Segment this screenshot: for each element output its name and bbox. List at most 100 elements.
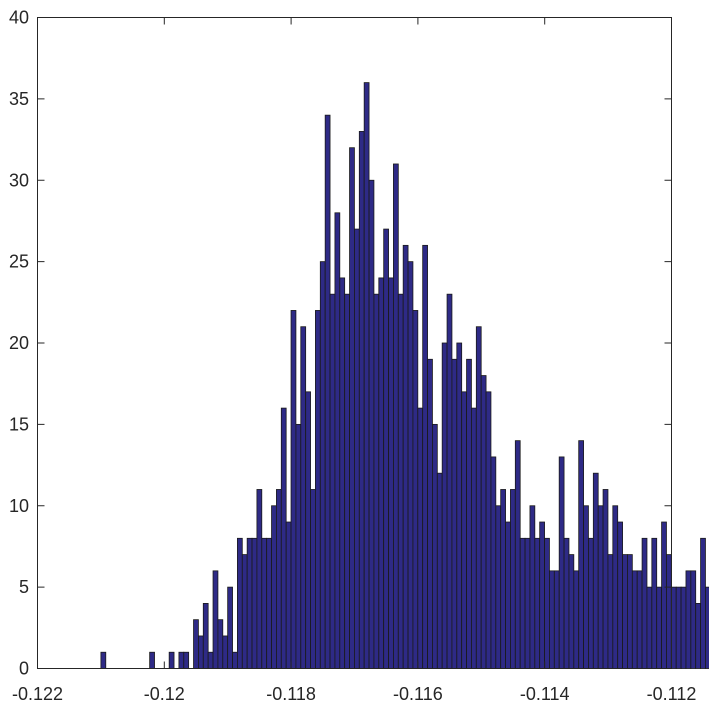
histogram-bar — [232, 651, 238, 669]
histogram-bar — [237, 537, 243, 669]
histogram-bar — [549, 570, 555, 669]
histogram-bar — [480, 375, 487, 669]
histogram-bar — [373, 293, 380, 669]
y-tick-label: 40 — [9, 8, 29, 28]
histogram-bar — [315, 310, 321, 669]
histogram-bar — [207, 651, 214, 669]
histogram-bar — [402, 244, 409, 669]
histogram-bar — [441, 342, 448, 669]
histogram-bar — [290, 310, 297, 669]
histogram-bar — [285, 521, 292, 669]
histogram-bar — [349, 147, 355, 669]
histogram-bar — [319, 261, 326, 669]
histogram-bar — [505, 521, 511, 669]
histogram-bar — [217, 619, 224, 669]
histogram-bar — [256, 489, 263, 669]
histogram-bar — [358, 131, 365, 669]
y-tick-label: 35 — [9, 89, 29, 109]
histogram-bar — [198, 635, 204, 669]
histogram-bar — [456, 342, 463, 669]
histogram-bar — [563, 537, 570, 669]
histogram-bar — [422, 244, 428, 669]
histogram-bar — [670, 586, 677, 669]
histogram-bar — [514, 440, 521, 669]
histogram-bar — [666, 554, 672, 669]
histogram-bar — [334, 212, 341, 669]
histogram-bar — [100, 651, 107, 669]
histogram-bar — [558, 456, 565, 669]
histogram-bar — [339, 277, 346, 669]
histogram-bar — [529, 505, 536, 669]
histogram-bar — [573, 570, 580, 669]
x-tick-label: -0.118 — [266, 684, 316, 704]
histogram-bar — [485, 391, 492, 669]
histogram-bar — [222, 635, 229, 669]
x-tick-label: -0.114 — [520, 684, 570, 704]
histogram-bar — [412, 310, 419, 669]
histogram-bar — [212, 570, 219, 669]
x-tick-label: -0.122 — [12, 684, 63, 704]
histogram-bar — [388, 277, 394, 669]
histogram-bar — [578, 440, 584, 669]
histogram-bar — [451, 358, 458, 669]
histogram-bar — [246, 537, 253, 669]
histogram-bar — [466, 358, 472, 669]
histogram-bar — [588, 537, 594, 669]
histogram-bar — [383, 228, 389, 669]
histogram-bar — [149, 651, 155, 669]
histogram-bar — [251, 537, 258, 669]
histogram-bar — [183, 651, 190, 669]
histogram-bars — [100, 82, 709, 669]
histogram-bar — [641, 537, 648, 669]
histogram-bar — [241, 554, 248, 669]
histogram-bar — [500, 489, 506, 669]
histogram-bar — [524, 537, 531, 669]
histogram-bar — [393, 163, 399, 669]
histogram-bar — [495, 505, 502, 669]
y-tick-label: 25 — [9, 252, 29, 272]
histogram-bar — [471, 407, 477, 669]
x-axis: -0.122 -0.12 -0.118 -0.116 -0.114 -0.112 — [12, 17, 696, 704]
histogram-bar — [305, 391, 311, 669]
histogram-bar — [461, 391, 467, 669]
histogram-bar — [300, 326, 307, 669]
histogram-bar — [271, 505, 277, 669]
histogram-bar — [266, 537, 272, 669]
histogram-bar — [705, 586, 709, 669]
histogram-bar — [490, 456, 497, 669]
histogram-bar — [622, 554, 628, 669]
y-axis: 0 5 10 15 20 25 30 35 40 — [9, 8, 672, 679]
histogram-bar — [378, 277, 385, 669]
histogram-bar — [631, 570, 638, 669]
histogram-bar — [427, 358, 433, 669]
histogram-bar — [310, 489, 316, 669]
histogram-bar — [432, 423, 438, 669]
histogram-bar — [685, 570, 692, 669]
histogram-bar — [324, 114, 331, 669]
histogram-bar — [607, 554, 614, 669]
histogram-bar — [276, 489, 282, 669]
histogram-bar — [436, 472, 443, 669]
histogram-bar — [280, 407, 287, 669]
histogram-bar — [612, 505, 619, 669]
histogram-bar — [539, 521, 545, 669]
histogram-bar — [675, 586, 682, 669]
histogram-bar — [651, 537, 658, 669]
histogram-bar — [695, 603, 701, 669]
histogram-bar — [446, 293, 453, 669]
histogram-bar — [475, 326, 482, 669]
x-tick-label: -0.12 — [144, 684, 185, 704]
histogram-bar — [295, 423, 302, 669]
histogram-bar — [261, 537, 268, 669]
histogram-bar — [627, 554, 633, 669]
histogram-bar — [168, 651, 175, 669]
histogram-bar — [661, 521, 667, 669]
histogram-bar — [354, 228, 360, 669]
y-tick-label: 15 — [9, 414, 29, 434]
histogram-bar — [329, 293, 336, 669]
histogram-bar — [227, 586, 233, 669]
histogram-bar — [368, 179, 375, 669]
histogram-bar — [690, 570, 697, 669]
histogram-bar — [597, 505, 604, 669]
